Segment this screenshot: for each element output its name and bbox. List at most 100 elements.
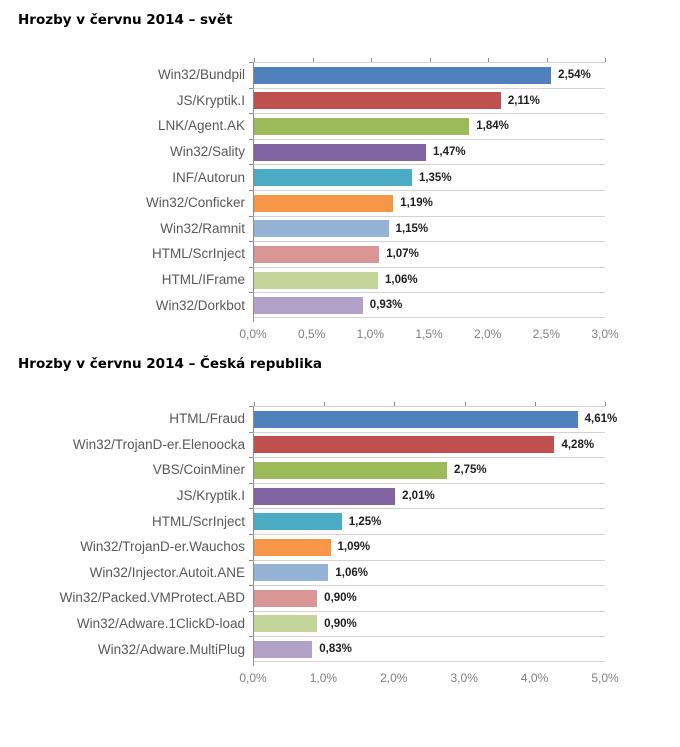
value-label: 0,83% xyxy=(319,643,352,656)
bar xyxy=(254,66,552,84)
x-axis: 0,0% 1,0% 2,0% 3,0% 4,0% 5,0% xyxy=(0,662,618,688)
x-axis-tick-label: 3,0% xyxy=(591,326,619,341)
x-axis-labels: 0,0% 0,5% 1,0% 1,5% 2,0% 2,5% 3,0% xyxy=(239,318,618,344)
x-axis-spacer xyxy=(0,318,253,344)
chart-row: Win32/Ramnit 1,15% xyxy=(0,215,605,242)
value-label: 4,28% xyxy=(561,438,595,451)
plot-cell: 1,35% xyxy=(249,164,605,190)
category-label: Win32/TrojanD-er.Wauchos xyxy=(80,539,245,555)
plot-cell: 1,19% xyxy=(249,189,605,216)
x-axis-tick-label: 2,0% xyxy=(380,670,408,685)
value-label: 1,15% xyxy=(395,222,429,235)
value-axis-tick xyxy=(324,401,326,406)
plot-cell: 0,90% xyxy=(249,585,605,611)
chart-row: JS/Kryptik.I 2,01% xyxy=(0,482,605,509)
bar xyxy=(254,220,389,238)
value-axis-tick xyxy=(605,58,606,62)
bar xyxy=(254,117,470,135)
category-label: JS/Kryptik.I xyxy=(176,92,245,108)
bar xyxy=(254,410,578,428)
bar xyxy=(254,436,555,454)
value-label: 1,06% xyxy=(385,274,418,287)
plot-cell: 1,07% xyxy=(249,241,605,267)
category-label: INF/Autorun xyxy=(172,169,245,185)
plot-cell: 1,47% xyxy=(249,138,605,165)
x-axis-tick-label: 3,0% xyxy=(450,670,478,685)
value-label: 1,07% xyxy=(386,248,419,261)
category-label: VBS/CoinMiner xyxy=(152,462,245,478)
chart-row: Win32/TrojanD-er.Elenoocka 4,28% xyxy=(0,431,605,458)
category-label: HTML/ScrInject xyxy=(151,513,245,529)
plot-cell: 1,15% xyxy=(249,215,605,242)
chart-row: Win32/Conficker 1,19% xyxy=(0,189,605,216)
x-axis-tick-label: 0,0% xyxy=(239,326,267,341)
bar xyxy=(254,194,394,212)
chart-row: LNK/Agent.AK 1,84% xyxy=(0,113,605,139)
chart-row: Win32/TrojanD-er.Wauchos 1,09% xyxy=(0,533,605,560)
value-label: 1,35% xyxy=(418,171,452,184)
x-axis-tick-label: 2,0% xyxy=(473,326,502,341)
plot-cell: 0,93% xyxy=(249,292,605,322)
chart-row: Win32/Dorkbot 0,93% xyxy=(0,292,605,322)
bar xyxy=(254,143,426,161)
category-label: HTML/IFrame xyxy=(161,272,245,288)
bar xyxy=(254,169,412,187)
x-axis-tick-label: 1,5% xyxy=(415,326,443,341)
x-axis-tick-label: 2,5% xyxy=(532,326,561,341)
bar xyxy=(254,461,448,479)
value-axis-tick xyxy=(254,58,255,62)
plot-cell: 1,84% xyxy=(249,113,605,139)
chart-row: VBS/CoinMiner 2,75% xyxy=(0,457,605,483)
chart-row: Win32/Adware.MultiPlug 0,83% xyxy=(0,636,605,666)
x-axis-spacer xyxy=(0,662,253,688)
plot-cell: 1,06% xyxy=(249,559,605,586)
value-axis-tick xyxy=(371,58,372,62)
bar xyxy=(254,564,329,582)
category-label: Win32/Adware.MultiPlug xyxy=(97,641,245,657)
bar xyxy=(254,615,318,633)
chart-row: HTML/ScrInject 1,07% xyxy=(0,241,605,267)
x-axis-tick-label: 1,0% xyxy=(356,326,385,341)
value-label: 1,84% xyxy=(476,120,509,133)
bar xyxy=(254,589,318,607)
x-axis-tick-label: 5,0% xyxy=(591,670,619,685)
value-axis-tick xyxy=(534,401,536,406)
plot-cell: 2,54% xyxy=(249,58,606,88)
x-axis-tick-label: 4,0% xyxy=(520,670,549,685)
bar-chart-czech-republic: HTML/Fraud 4,61% Win32/TrojanD-er.Elenoock… xyxy=(0,401,619,688)
chart-row: Win32/Sality 1,47% xyxy=(0,138,605,165)
value-axis-tick xyxy=(394,401,396,406)
chart-title-world: Hrozby v červnu 2014 – svět xyxy=(18,12,233,28)
chart-block-czech-republic: Hrozby v červnu 2014 – Česká republika H… xyxy=(0,344,680,688)
plot-cell: 1,09% xyxy=(249,533,605,560)
bar xyxy=(254,296,363,314)
category-label: Win32/Packed.VMProtect.ABD xyxy=(59,590,245,606)
plot-cell: 2,75% xyxy=(249,457,605,483)
plot-cell: 4,61% xyxy=(249,401,617,432)
bar xyxy=(254,487,396,505)
category-label: Win32/Dorkbot xyxy=(155,297,245,313)
value-axis-tick xyxy=(464,401,466,406)
chart-row: Win32/Injector.Autoit.ANE 1,06% xyxy=(0,559,605,586)
bar-chart-world: Win32/Bundpil 2,54% JS/Kryptik.I 2,11% LNK/A… xyxy=(0,58,619,344)
value-axis-tick xyxy=(605,401,606,406)
bar xyxy=(254,271,379,289)
chart-row: JS/Kryptik.I 2,11% xyxy=(0,87,605,114)
category-label: Win32/TrojanD-er.Elenoocka xyxy=(72,436,245,452)
value-axis-tick xyxy=(312,58,314,62)
chart-block-world: Hrozby v červnu 2014 – svět Win32/Bundpi… xyxy=(0,0,680,344)
category-label: Win32/Bundpil xyxy=(157,67,245,83)
bar xyxy=(254,245,380,263)
x-axis-tick-label: 0,5% xyxy=(297,326,326,341)
chart-row: Win32/Adware.1ClickD-load 0,90% xyxy=(0,610,605,637)
bar xyxy=(254,513,342,531)
bar xyxy=(254,92,501,110)
plot-cell: 2,01% xyxy=(249,482,605,509)
plot-cell: 4,28% xyxy=(249,431,605,458)
plot-cell: 0,83% xyxy=(249,636,605,666)
page: Hrozby v červnu 2014 – svět Win32/Bundpi… xyxy=(0,0,680,688)
chart-row: HTML/Fraud 4,61% xyxy=(0,401,617,432)
chart-row: Win32/Bundpil 2,54% xyxy=(0,58,606,88)
value-axis-tick xyxy=(254,401,255,406)
x-axis-tick-label: 0,0% xyxy=(239,670,267,685)
